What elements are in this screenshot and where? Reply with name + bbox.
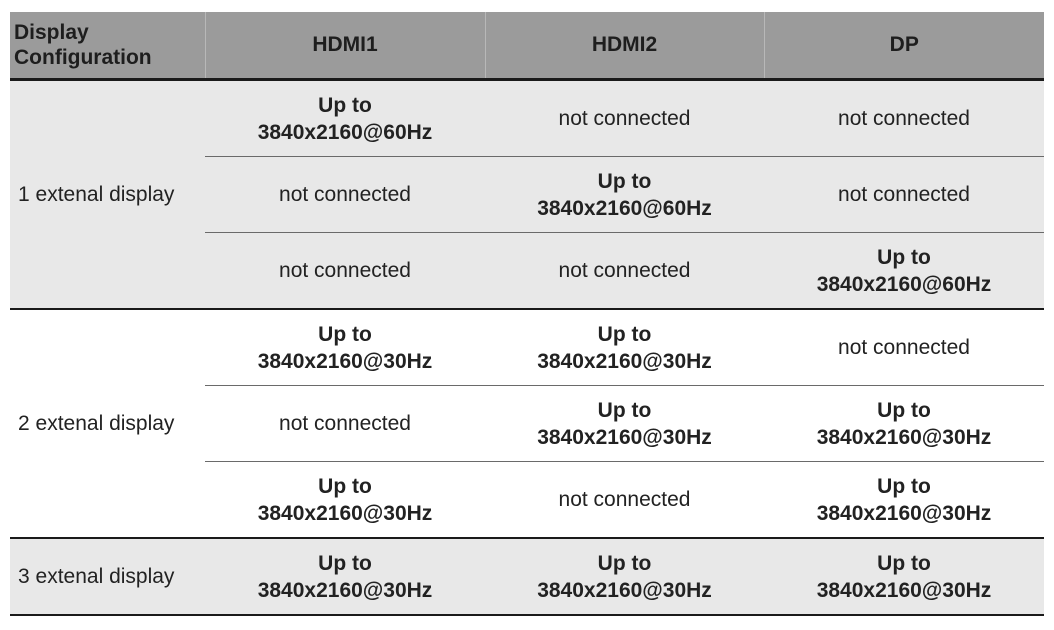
table-row: Up to 3840x2160@30Hz not connected Up to 384… bbox=[10, 461, 1044, 538]
config-label: 3 extenal display bbox=[10, 537, 205, 615]
header-dp: DP bbox=[763, 12, 1044, 81]
table-cell: Up to 3840x2160@30Hz bbox=[485, 308, 764, 386]
config-label: 1 extenal display bbox=[10, 79, 205, 309]
table-cell: Up to 3840x2160@30Hz bbox=[485, 385, 764, 462]
table-row: 3 extenal display Up to 3840x2160@30Hz Up t… bbox=[10, 537, 1044, 615]
table-cell: not connected bbox=[205, 156, 485, 233]
table-row: not connected not connected Up to 3840x2160… bbox=[10, 232, 1044, 309]
table-row: 1 extenal display Up to 3840x2160@60Hz not … bbox=[10, 79, 1044, 309]
table-cell: Up to 3840x2160@30Hz bbox=[764, 385, 1044, 462]
table-cell: not connected bbox=[764, 79, 1044, 157]
header-hdmi1: HDMI1 bbox=[204, 12, 485, 81]
table-cell: Up to 3840x2160@60Hz bbox=[205, 79, 485, 157]
table-cell: Up to 3840x2160@30Hz bbox=[205, 537, 485, 615]
table-cell: Up to 3840x2160@60Hz bbox=[764, 232, 1044, 309]
table-cell: Up to 3840x2160@30Hz bbox=[485, 537, 764, 615]
table-cell: Up to 3840x2160@30Hz bbox=[205, 308, 485, 386]
table-row: not connected Up to 3840x2160@60Hz not conn… bbox=[10, 156, 1044, 233]
table-cell: not connected bbox=[485, 79, 764, 157]
header-row: Display Configuration HDMI1 HDMI2 DP bbox=[10, 12, 1044, 81]
table-cell: not connected bbox=[205, 385, 485, 462]
table-cell: Up to 3840x2160@30Hz bbox=[764, 537, 1044, 615]
table-cell: not connected bbox=[485, 232, 764, 309]
table-cell: Up to 3840x2160@60Hz bbox=[485, 156, 764, 233]
table-cell: not connected bbox=[205, 232, 485, 309]
header-config: Display Configuration bbox=[10, 12, 205, 81]
table-row: not connected Up to 3840x2160@30Hz Up to 384… bbox=[10, 385, 1044, 462]
table-row: 2 extenal display Up to 3840x2160@30Hz Up t… bbox=[10, 308, 1044, 538]
header-hdmi2: HDMI2 bbox=[484, 12, 764, 81]
config-label: 2 extenal display bbox=[10, 308, 205, 538]
table-cell: not connected bbox=[764, 308, 1044, 386]
table-cell: Up to 3840x2160@30Hz bbox=[205, 461, 485, 538]
table-cell: not connected bbox=[764, 156, 1044, 233]
table-cell: not connected bbox=[485, 461, 764, 538]
header-config-label: Display Configuration bbox=[14, 21, 152, 69]
table-cell: Up to 3840x2160@30Hz bbox=[764, 461, 1044, 538]
display-configuration-table: Display Configuration HDMI1 HDMI2 DP 1 ex… bbox=[10, 12, 1044, 616]
